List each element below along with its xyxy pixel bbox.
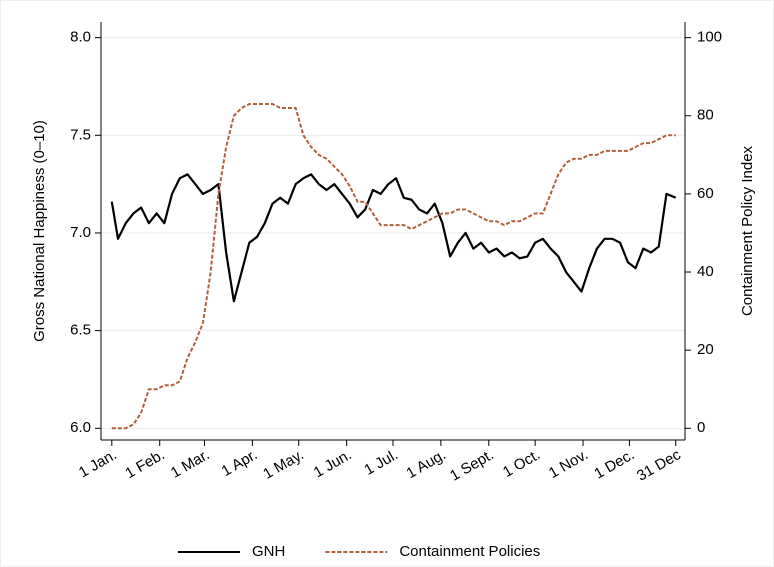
series-line [111,103,676,430]
y2-tick-label: 0 [697,419,705,436]
legend-label: GNH [252,543,285,560]
y2-tick-label: 40 [697,263,714,280]
y-tick-label: 8.0 [70,29,91,46]
y-axis-label: Gross National Happiness (0–10) [31,120,48,342]
y-tick-label: 6.5 [70,322,91,339]
y-tick-label: 6.0 [70,419,91,436]
y2-tick-label: 100 [697,29,722,46]
y-tick-label: 7.0 [70,224,91,241]
legend-label: Containment Policies [399,543,540,560]
y2-tick-label: 80 [697,107,714,124]
y-tick-label: 7.5 [70,126,91,143]
y2-tick-label: 20 [697,341,714,358]
y2-tick-label: 60 [697,185,714,202]
y2-axis-label: Containment Policy Index [739,145,756,316]
series-line [110,173,677,303]
